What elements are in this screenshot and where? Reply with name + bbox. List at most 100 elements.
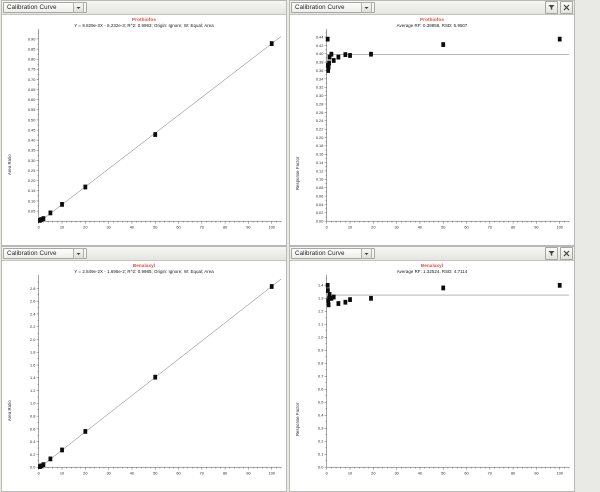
svg-text:0: 0	[38, 226, 40, 230]
panel-benalaxyl-calibration: Calibration Curve Benalaxyl Y = 2.849e-2…	[1, 246, 287, 492]
svg-text:40: 40	[418, 226, 422, 230]
svg-text:2.8: 2.8	[30, 287, 35, 291]
svg-text:0.42: 0.42	[316, 44, 324, 48]
svg-text:0.6: 0.6	[30, 427, 35, 431]
svg-text:0.90: 0.90	[28, 37, 36, 41]
svg-text:0.0: 0.0	[318, 466, 323, 470]
svg-text:0.3: 0.3	[318, 427, 323, 431]
svg-text:0.6: 0.6	[318, 388, 323, 392]
svg-text:60: 60	[176, 472, 180, 476]
svg-text:1.2: 1.2	[30, 389, 35, 393]
svg-text:0.45: 0.45	[28, 128, 36, 132]
svg-text:0.7: 0.7	[318, 375, 323, 379]
panel-toolbar: Calibration Curve	[290, 1, 574, 15]
svg-text:0.18: 0.18	[316, 144, 324, 148]
view-selector-dropdown[interactable]: Calibration Curve	[291, 2, 375, 13]
svg-text:0.85: 0.85	[28, 47, 36, 51]
svg-text:60: 60	[464, 472, 468, 476]
funnel-filter-icon[interactable]	[545, 247, 558, 260]
svg-text:0.32: 0.32	[316, 86, 324, 90]
svg-text:1.3: 1.3	[318, 297, 323, 301]
svg-text:0.2: 0.2	[30, 453, 35, 457]
panel-toolbar: Calibration Curve	[290, 247, 574, 261]
svg-text:100: 100	[556, 472, 562, 476]
chart-svg: 0.05 0.10 0.15 0.20 0.25 0.30 0.35 0.40 0.45 0.50…	[28, 28, 282, 230]
svg-text:0.15: 0.15	[28, 189, 36, 193]
svg-text:10: 10	[348, 226, 352, 230]
svg-text:30: 30	[106, 472, 110, 476]
svg-text:50: 50	[153, 472, 157, 476]
svg-text:90: 90	[534, 226, 538, 230]
svg-text:0.60: 0.60	[28, 98, 36, 102]
svg-text:10: 10	[60, 472, 64, 476]
svg-text:0.25: 0.25	[28, 169, 36, 173]
plot-area-benalaxyl-calibration[interactable]: Benalaxyl Y = 2.849e-2X - 1.695e-2; R^2:…	[2, 261, 286, 491]
svg-text:20: 20	[371, 226, 375, 230]
close-x-icon[interactable]	[560, 1, 573, 14]
funnel-filter-icon[interactable]	[545, 1, 558, 14]
view-selector-dropdown[interactable]: Calibration Curve	[291, 248, 375, 259]
svg-text:0.55: 0.55	[28, 108, 36, 112]
svg-text:0.75: 0.75	[28, 68, 36, 72]
svg-text:20: 20	[371, 472, 375, 476]
svg-text:1.0: 1.0	[318, 336, 323, 340]
svg-text:0.9: 0.9	[318, 349, 323, 353]
svg-text:0.10: 0.10	[316, 178, 324, 182]
svg-text:0.80: 0.80	[28, 58, 36, 62]
svg-text:0.04: 0.04	[316, 203, 324, 207]
plot-area-prothiofos-response-factor[interactable]: Prothiofos Average RF: 0.39858, RSD: 5.9…	[290, 15, 574, 245]
svg-text:0.26: 0.26	[316, 111, 324, 115]
chart-svg: 0.0 0.2 0.4 0.6 0.8 1.0 1.2 1.4 1.6 1.8 2.0 2.2 2.4 2…	[30, 274, 282, 476]
svg-text:0.10: 0.10	[28, 199, 36, 203]
svg-text:80: 80	[223, 226, 227, 230]
svg-text:0.70: 0.70	[28, 78, 36, 82]
svg-text:0.08: 0.08	[316, 186, 324, 190]
panel-row-bottom: Calibration Curve Benalaxyl Y = 2.849e-2…	[0, 246, 600, 492]
svg-text:80: 80	[511, 226, 515, 230]
chart-title: Prothiofos	[132, 17, 156, 22]
svg-text:0.20: 0.20	[316, 136, 324, 140]
chart-title: Prothiofos	[420, 17, 444, 22]
view-selector-dropdown[interactable]: Calibration Curve	[3, 248, 87, 259]
chart-title: Benalaxyl	[132, 263, 156, 268]
chevron-down-icon[interactable]	[361, 2, 372, 13]
svg-text:90: 90	[246, 472, 250, 476]
svg-text:100: 100	[268, 472, 274, 476]
svg-text:0.4: 0.4	[318, 414, 324, 418]
svg-text:0.40: 0.40	[316, 52, 324, 56]
toolbar-right-buttons	[545, 1, 573, 14]
svg-text:0.16: 0.16	[316, 153, 324, 157]
svg-text:20: 20	[83, 472, 87, 476]
svg-text:1.1: 1.1	[318, 323, 323, 327]
svg-text:0.8: 0.8	[318, 362, 323, 366]
svg-text:70: 70	[200, 226, 204, 230]
svg-text:70: 70	[200, 472, 204, 476]
chevron-down-icon[interactable]	[361, 248, 372, 259]
view-selector-label: Calibration Curve	[295, 4, 345, 11]
plot-area-prothiofos-calibration[interactable]: Prothiofos Y = 8.829e-3X - 6.232e-3; R^2…	[2, 15, 286, 245]
svg-text:0.30: 0.30	[316, 94, 324, 98]
svg-text:0.2: 0.2	[318, 440, 323, 444]
svg-text:2.6: 2.6	[30, 300, 35, 304]
chevron-down-icon[interactable]	[73, 248, 84, 259]
svg-text:0.20: 0.20	[28, 179, 36, 183]
svg-text:20: 20	[83, 226, 87, 230]
svg-text:10: 10	[60, 226, 64, 230]
toolbar-right-buttons	[545, 247, 573, 260]
svg-text:0.06: 0.06	[316, 194, 324, 198]
panel-toolbar: Calibration Curve	[2, 247, 286, 261]
panel-benalaxyl-response-factor: Calibration Curve Benalaxyl Average RF	[289, 246, 575, 492]
svg-text:40: 40	[130, 472, 134, 476]
svg-text:0.34: 0.34	[316, 77, 324, 81]
svg-text:0.12: 0.12	[316, 169, 324, 173]
svg-text:70: 70	[488, 226, 492, 230]
svg-text:60: 60	[176, 226, 180, 230]
svg-text:30: 30	[106, 226, 110, 230]
svg-text:1.4: 1.4	[318, 284, 324, 288]
chevron-down-icon[interactable]	[73, 2, 84, 13]
close-x-icon[interactable]	[560, 247, 573, 260]
svg-text:40: 40	[130, 226, 134, 230]
view-selector-dropdown[interactable]: Calibration Curve	[3, 2, 87, 13]
svg-text:90: 90	[246, 226, 250, 230]
plot-area-benalaxyl-response-factor[interactable]: Benalaxyl Average RF: 1.32524, RSD: 4.71…	[290, 261, 574, 491]
